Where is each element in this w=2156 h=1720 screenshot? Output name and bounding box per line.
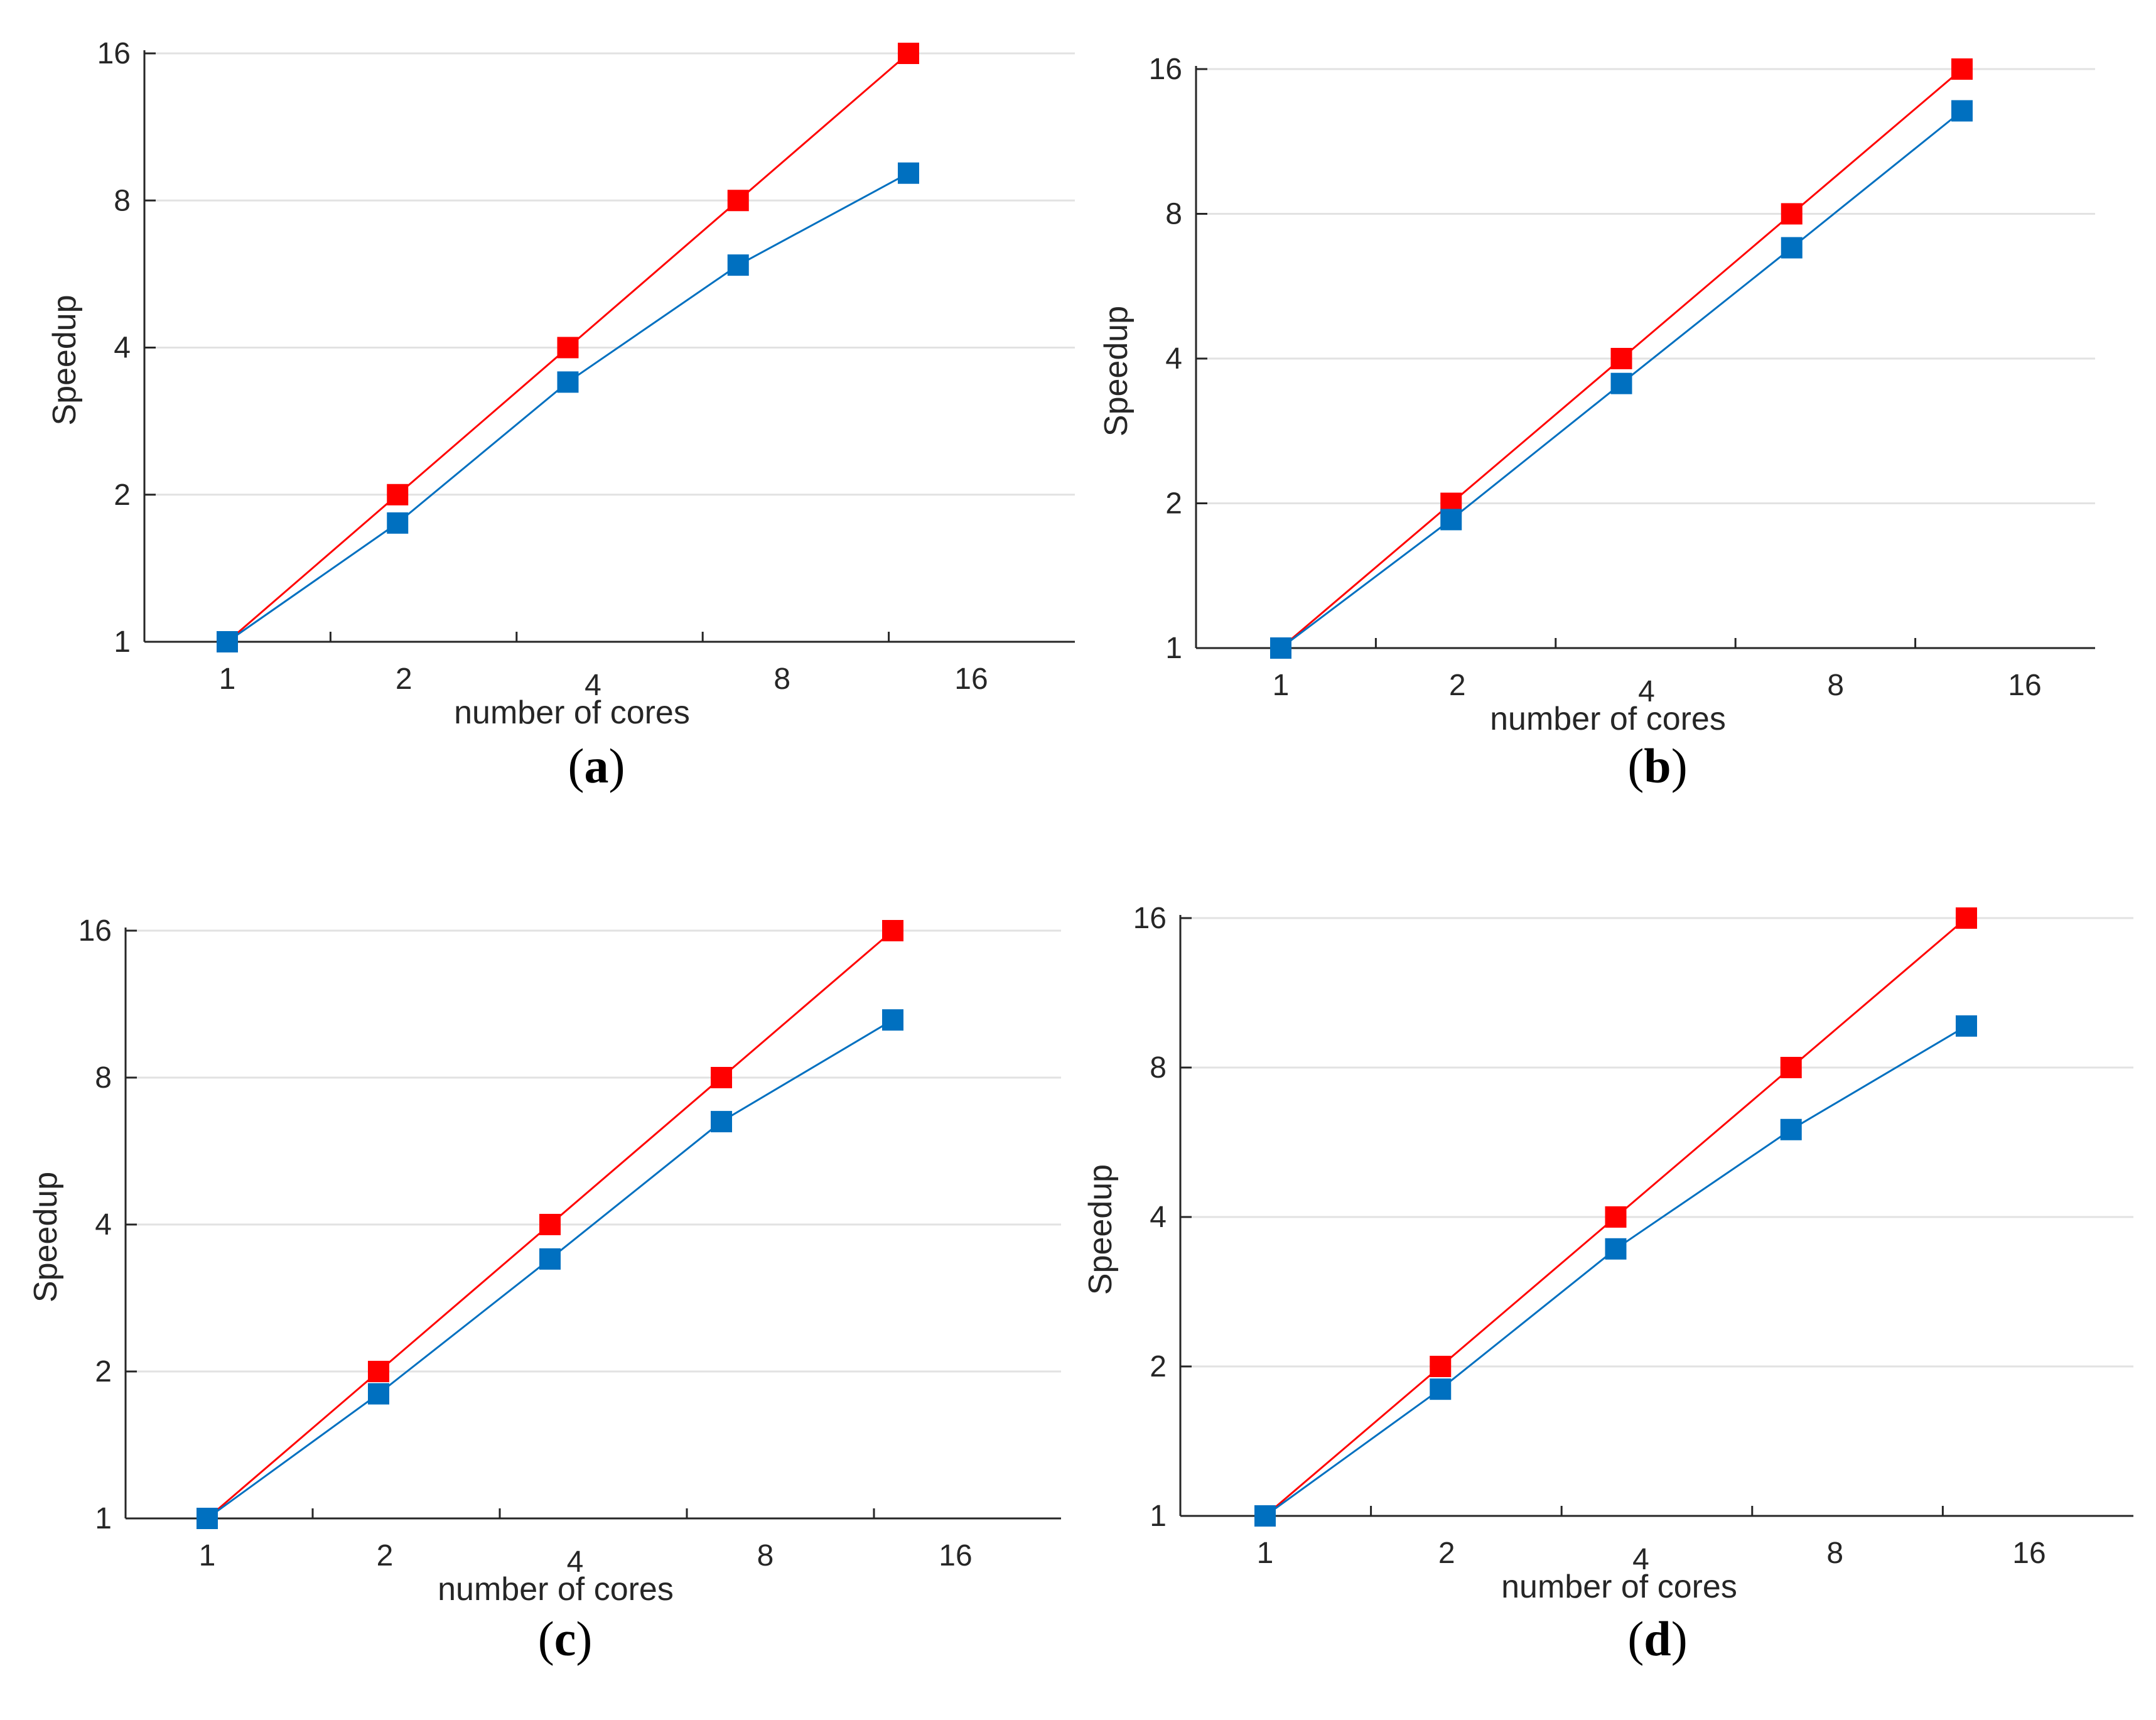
y-tick-label-b-4: 4 xyxy=(1165,342,1182,376)
series-line-d-measured xyxy=(1264,1025,1967,1517)
point-c-ideal-4 xyxy=(539,1214,561,1235)
caption-letter-c: c xyxy=(554,1611,576,1666)
x-tick-label-c-8: 8 xyxy=(757,1539,774,1572)
x-axis-label-a: number of cores xyxy=(454,695,690,731)
y-tick-label-b-8: 8 xyxy=(1165,198,1182,231)
point-d-measured-1 xyxy=(1254,1505,1276,1527)
y-tick-label-c-1: 1 xyxy=(95,1502,112,1535)
point-b-measured-16 xyxy=(1951,100,1973,122)
x-tick-label-c-4: 4 xyxy=(567,1545,584,1579)
point-a-measured-16 xyxy=(898,162,919,184)
x-axis-label-b: number of cores xyxy=(1490,701,1726,737)
point-b-measured-2 xyxy=(1440,509,1462,531)
point-c-measured-8 xyxy=(711,1111,732,1133)
x-tick-label-c-1: 1 xyxy=(199,1539,216,1572)
x-tick-label-a-8: 8 xyxy=(773,663,790,696)
x-tick-label-d-1: 1 xyxy=(1257,1537,1274,1570)
y-axis-label-a: Speedup xyxy=(46,295,83,425)
point-d-ideal-8 xyxy=(1780,1057,1802,1078)
x-tick-label-b-1: 1 xyxy=(1273,669,1290,702)
point-d-ideal-16 xyxy=(1956,907,1977,929)
point-c-ideal-8 xyxy=(711,1067,732,1088)
x-tick-label-a-4: 4 xyxy=(585,669,601,702)
point-d-ideal-2 xyxy=(1430,1356,1452,1377)
point-d-ideal-4 xyxy=(1605,1206,1627,1228)
x-axis-label-d: number of cores xyxy=(1501,1569,1737,1605)
y-tick-label-a-8: 8 xyxy=(114,184,131,217)
point-a-measured-2 xyxy=(387,512,409,534)
point-d-measured-2 xyxy=(1430,1378,1452,1400)
point-c-measured-4 xyxy=(539,1248,561,1270)
caption-d: (d) xyxy=(1627,1611,1688,1666)
y-tick-label-d-2: 2 xyxy=(1150,1350,1167,1383)
point-a-measured-4 xyxy=(557,371,579,393)
x-tick-label-b-8: 8 xyxy=(1827,669,1844,702)
caption-letter-a: a xyxy=(584,738,609,793)
point-c-measured-2 xyxy=(368,1383,389,1405)
point-d-measured-8 xyxy=(1780,1118,1802,1140)
x-tick-label-c-16: 16 xyxy=(939,1539,972,1572)
y-tick-label-a-1: 1 xyxy=(114,625,131,659)
x-axis-label-c: number of cores xyxy=(438,1571,674,1608)
point-b-ideal-4 xyxy=(1610,348,1632,369)
caption-b: (b) xyxy=(1627,738,1688,793)
y-tick-label-c-8: 8 xyxy=(95,1061,112,1095)
x-tick-label-d-16: 16 xyxy=(2012,1537,2046,1570)
y-axis-label-c: Speedup xyxy=(28,1172,64,1302)
y-tick-label-d-16: 16 xyxy=(1133,902,1167,935)
point-c-ideal-16 xyxy=(882,920,903,941)
x-tick-label-c-2: 2 xyxy=(377,1539,394,1572)
y-tick-label-b-2: 2 xyxy=(1165,487,1182,521)
y-tick-label-c-16: 16 xyxy=(78,914,112,948)
point-b-ideal-16 xyxy=(1951,58,1973,80)
y-tick-label-a-16: 16 xyxy=(97,37,131,70)
x-tick-label-b-4: 4 xyxy=(1638,675,1655,708)
y-tick-label-c-4: 4 xyxy=(95,1208,112,1241)
point-a-ideal-4 xyxy=(557,337,579,359)
point-a-ideal-16 xyxy=(898,43,919,64)
point-b-measured-4 xyxy=(1610,372,1632,394)
caption-letter-b: b xyxy=(1644,738,1671,793)
point-d-measured-4 xyxy=(1605,1238,1627,1260)
point-b-ideal-8 xyxy=(1781,203,1803,225)
y-axis-label-b: Speedup xyxy=(1098,306,1135,436)
point-a-ideal-8 xyxy=(727,190,749,212)
y-tick-label-a-2: 2 xyxy=(114,479,131,512)
y-tick-label-d-8: 8 xyxy=(1150,1051,1167,1084)
point-c-measured-16 xyxy=(882,1009,903,1031)
x-tick-label-a-2: 2 xyxy=(396,663,412,696)
x-tick-label-d-8: 8 xyxy=(1826,1537,1843,1570)
point-a-ideal-2 xyxy=(387,484,409,506)
x-tick-label-a-16: 16 xyxy=(954,663,988,696)
caption-c: (c) xyxy=(537,1611,593,1666)
x-tick-label-a-1: 1 xyxy=(219,663,236,696)
y-tick-label-c-2: 2 xyxy=(95,1355,112,1388)
point-c-ideal-2 xyxy=(368,1361,389,1382)
y-tick-label-a-4: 4 xyxy=(114,332,131,365)
x-tick-label-d-4: 4 xyxy=(1632,1543,1649,1576)
caption-letter-d: d xyxy=(1644,1611,1671,1666)
x-tick-label-b-16: 16 xyxy=(2008,669,2041,702)
point-a-measured-1 xyxy=(217,631,238,652)
caption-a: (a) xyxy=(568,738,625,793)
y-tick-label-b-1: 1 xyxy=(1165,632,1182,665)
point-a-measured-8 xyxy=(727,254,749,276)
y-tick-label-d-4: 4 xyxy=(1150,1201,1167,1234)
point-c-measured-1 xyxy=(197,1508,218,1529)
y-axis-label-d: Speedup xyxy=(1082,1164,1119,1295)
x-tick-label-d-2: 2 xyxy=(1438,1537,1455,1570)
point-b-measured-8 xyxy=(1781,237,1803,259)
point-d-measured-16 xyxy=(1956,1015,1977,1037)
x-tick-label-b-2: 2 xyxy=(1449,669,1466,702)
y-tick-label-d-1: 1 xyxy=(1150,1500,1167,1533)
y-tick-label-b-16: 16 xyxy=(1149,53,1182,86)
point-b-measured-1 xyxy=(1270,637,1291,659)
